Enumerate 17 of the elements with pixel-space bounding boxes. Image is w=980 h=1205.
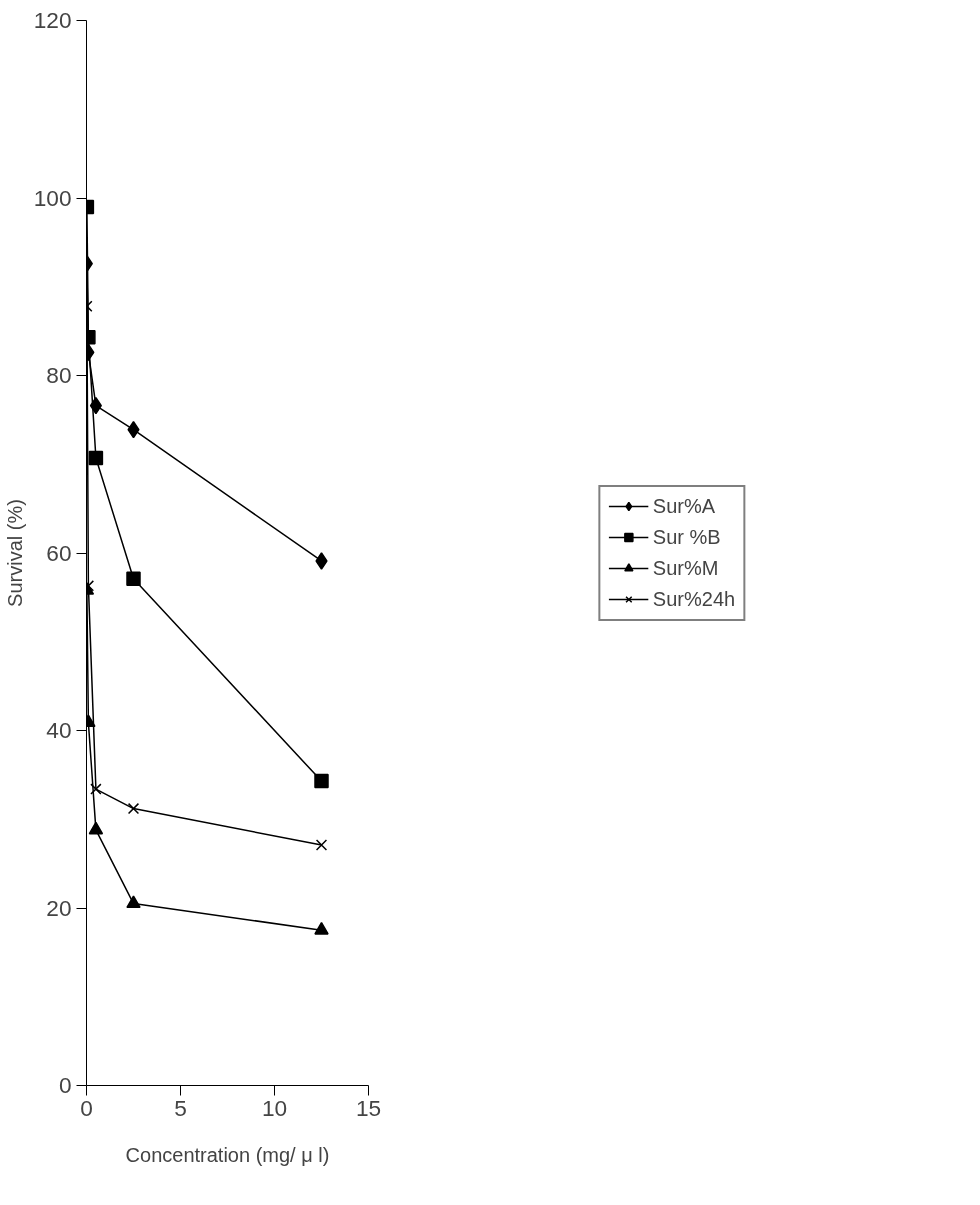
legend-label: Sur%A — [652, 494, 716, 518]
x-tick-label: 5 — [174, 1094, 187, 1121]
y-tick-label: 80 — [46, 362, 72, 388]
x-axis-title: Concentration (mg/ μ l) — [125, 1143, 330, 1166]
x-tick-label: 10 — [261, 1094, 288, 1121]
y-tick-label: 20 — [46, 894, 72, 921]
y-tick-label: 0 — [58, 1072, 72, 1098]
x-tick-label: 15 — [355, 1094, 382, 1121]
y-tick-label: 40 — [46, 717, 72, 743]
y-tick-label: 120 — [33, 7, 72, 33]
y-axis-title: Survival (%) — [3, 499, 26, 607]
legend-label: Sur%24h — [652, 587, 736, 611]
x-tick-label: 0 — [80, 1094, 93, 1121]
y-tick-label: 60 — [46, 539, 72, 566]
legend-label: Sur%M — [652, 556, 719, 580]
y-tick-label: 100 — [33, 184, 72, 211]
legend-label: Sur %B — [652, 525, 721, 549]
